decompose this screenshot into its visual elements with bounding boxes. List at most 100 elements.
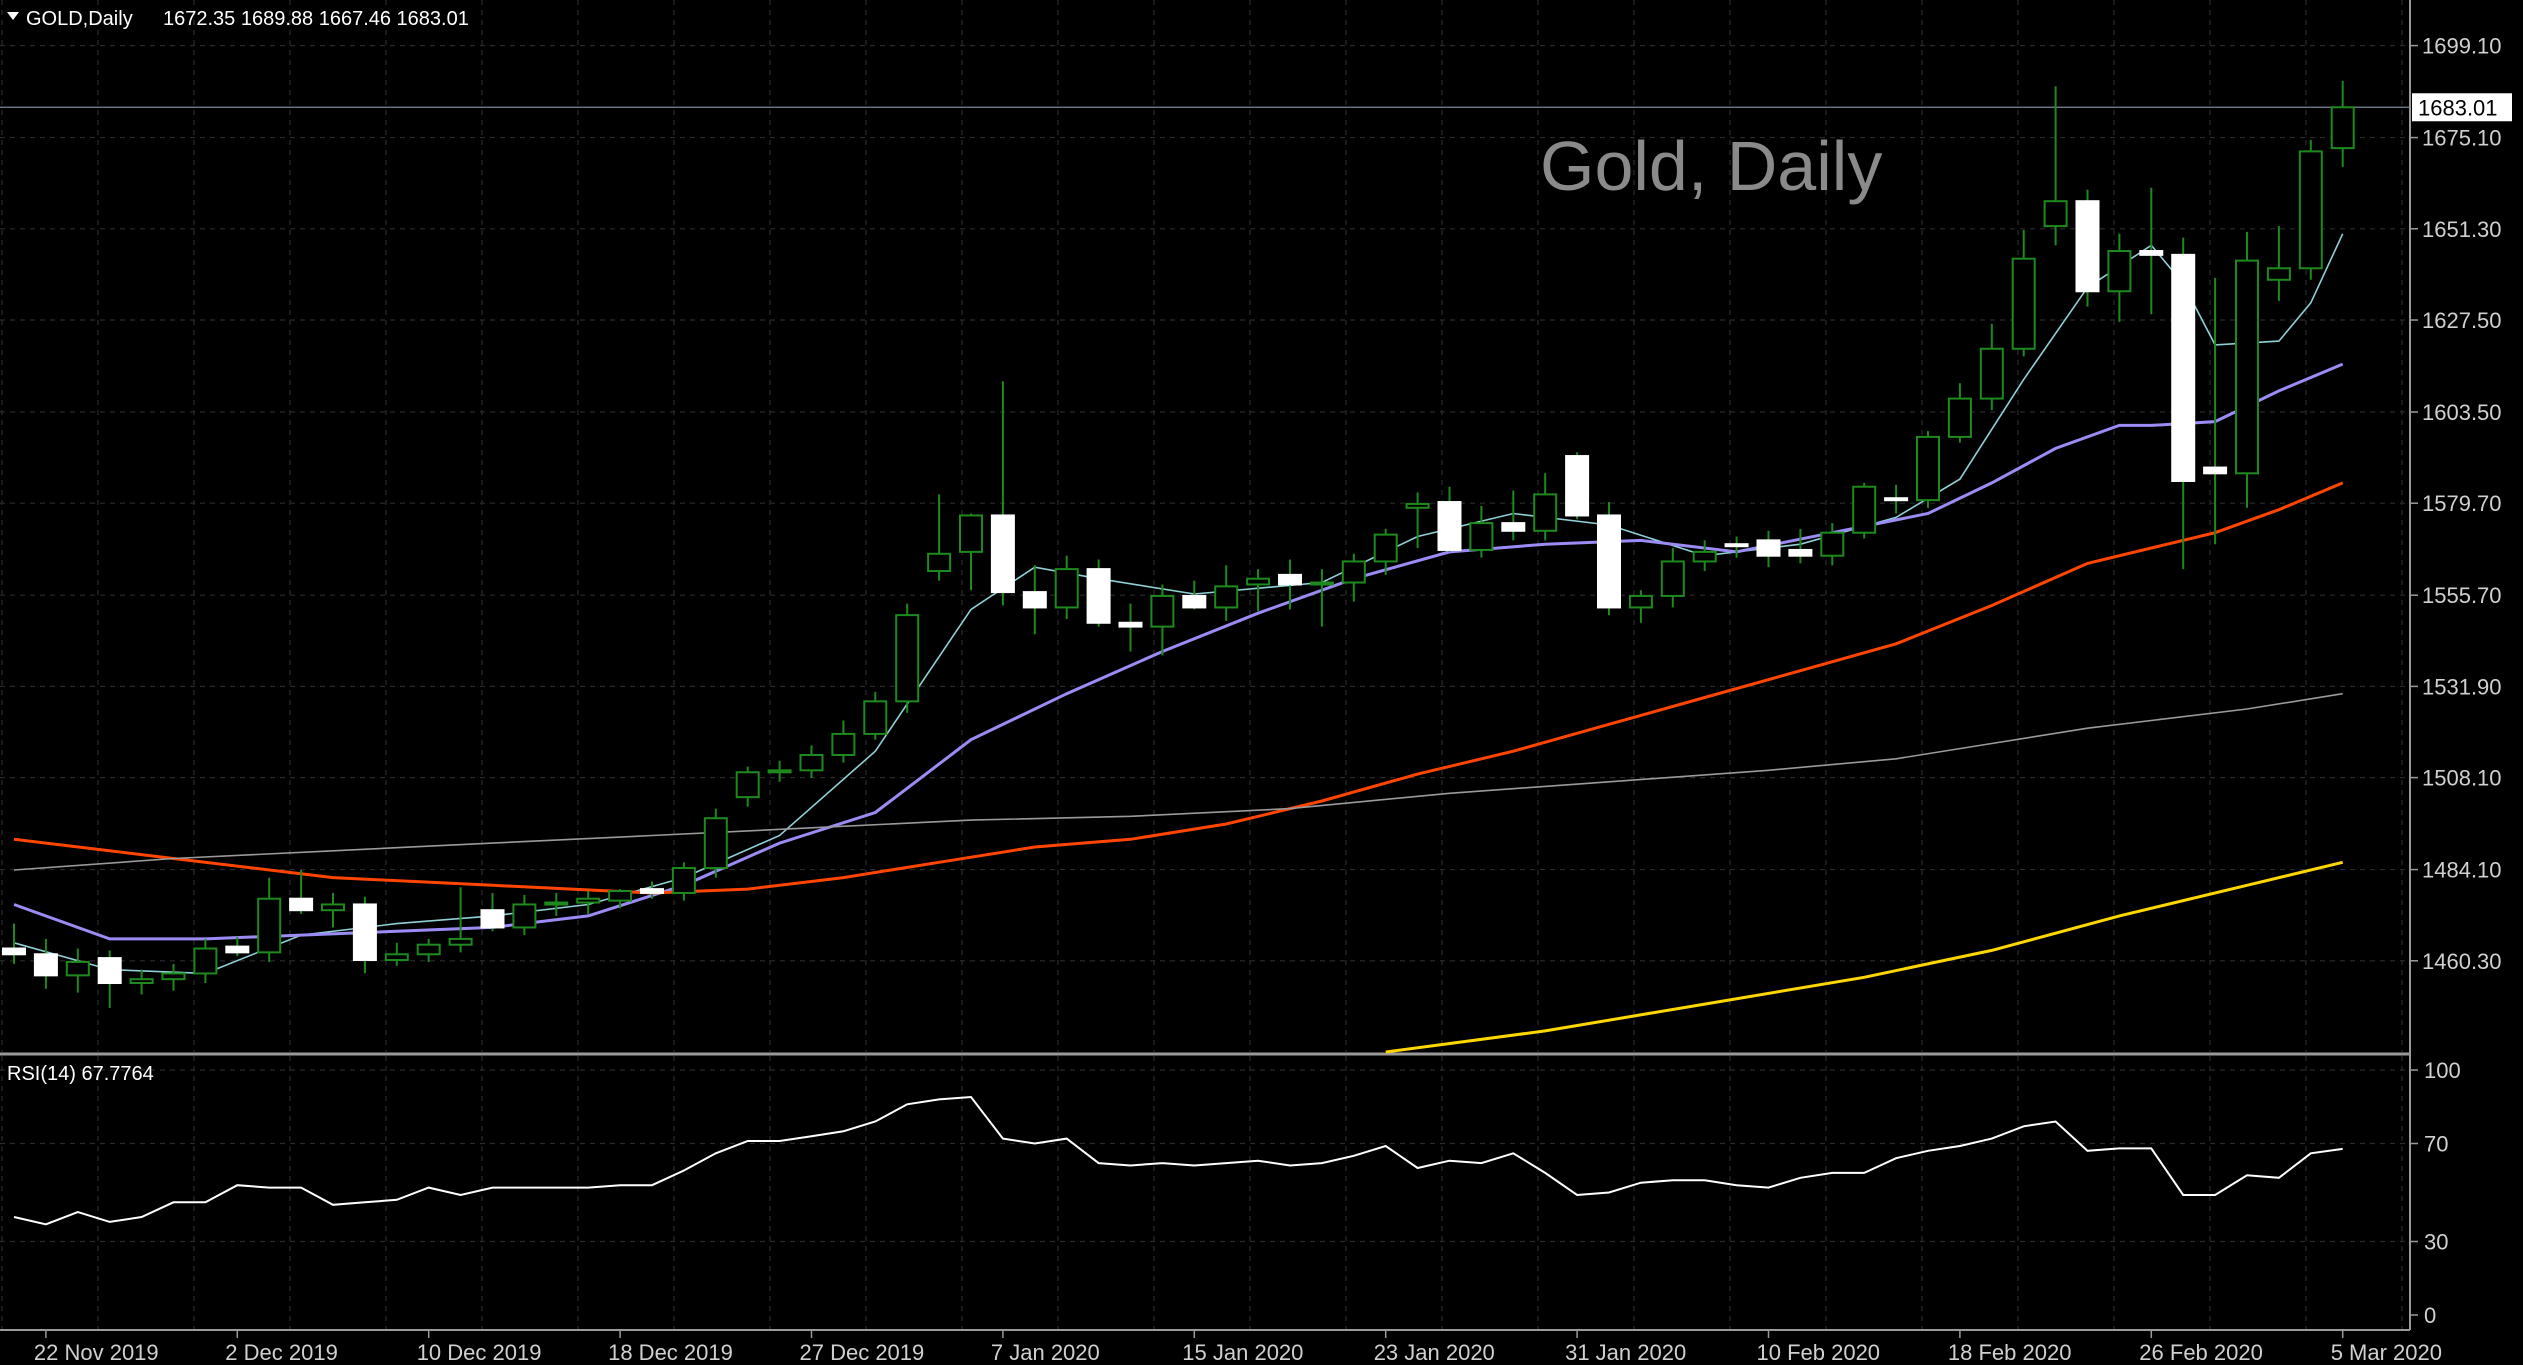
candle: [1916, 431, 1940, 508]
symbol-label[interactable]: GOLD,Daily: [26, 8, 133, 30]
candle: [990, 381, 1015, 606]
candle-body-bull: [1916, 435, 1940, 502]
candle-body-bull: [2011, 257, 2036, 350]
candle: [703, 808, 728, 878]
candle: [1788, 528, 1813, 564]
candle: [1278, 559, 1302, 610]
candle: [1724, 536, 1749, 558]
candle: [2139, 187, 2164, 315]
price-axis-label: 1460.30: [2422, 949, 2502, 974]
candle: [863, 691, 888, 740]
candle-body-bear: [2171, 253, 2196, 482]
candle: [1437, 486, 1462, 552]
candle-body-bull: [1628, 594, 1653, 609]
candle: [1852, 482, 1877, 539]
candle: [33, 938, 58, 989]
candle-body-bull: [1947, 397, 1972, 438]
panel-borders: [0, 0, 2411, 1331]
time-axis-label: 22 Nov 2019: [34, 1340, 159, 1365]
candle-body-bear: [1086, 568, 1111, 624]
time-axis-label: 2 Dec 2019: [225, 1340, 338, 1365]
candle-body-bull: [1660, 560, 1685, 597]
rsi-line: [13, 1095, 2343, 1226]
candle-body-bear: [1437, 501, 1462, 551]
chart-watermark: Gold, Daily: [1540, 127, 1882, 205]
rsi-axis: 100 70 30 0: [2410, 1058, 2461, 1328]
candle: [959, 513, 983, 591]
time-axis-label: 27 Dec 2019: [800, 1340, 925, 1365]
candle-body-bear: [1118, 621, 1143, 628]
price-axis-label: 1627.50: [2422, 308, 2502, 333]
candle-body-bull: [735, 771, 760, 799]
symbol-menu-triangle-icon[interactable]: [7, 12, 19, 20]
time-axis: 22 Nov 2019 2 Dec 2019 10 Dec 2019 18 Dec 2…: [34, 1330, 2442, 1365]
candle-body-bull: [1341, 560, 1366, 584]
candle-body-bull: [1054, 568, 1079, 609]
candle-body-bull: [799, 753, 824, 772]
candle-body-bear: [97, 957, 122, 985]
price-axis-label: 1651.30: [2422, 217, 2502, 242]
candle: [2235, 231, 2259, 508]
candle-body-bull: [161, 972, 186, 981]
candle: [480, 892, 505, 932]
candle: [2171, 237, 2196, 570]
candle: [1533, 473, 1558, 541]
candle: [1947, 383, 1972, 443]
candle-body-bear: [1278, 573, 1302, 586]
candle: [1086, 559, 1111, 627]
candle: [193, 938, 218, 984]
time-axis-label: 5 Mar 2020: [2331, 1340, 2442, 1365]
candle: [671, 862, 696, 901]
candle-body-bear: [640, 888, 664, 894]
price-axis-label: 1603.50: [2422, 400, 2502, 425]
candle-body-bull: [959, 514, 983, 553]
candle: [735, 766, 760, 807]
candle-body-bull: [1852, 485, 1877, 534]
chart-header: GOLD,Daily 1672.35 1689.88 1667.46 1683.…: [7, 8, 469, 30]
candle-body-bull: [1214, 585, 1239, 609]
candle-body-bull: [1246, 577, 1271, 586]
candle-body-bull: [129, 978, 154, 985]
candle: [640, 881, 664, 899]
candle: [512, 894, 537, 936]
candle: [895, 603, 920, 713]
candle: [608, 889, 633, 909]
candle-body-bull: [1533, 493, 1558, 532]
candle: [1054, 555, 1079, 619]
candle: [2107, 233, 2132, 322]
candle-body-bull: [703, 817, 728, 870]
candle: [352, 896, 377, 974]
candle-body-bull: [448, 937, 473, 946]
candle: [1597, 502, 1621, 616]
candle-body-bear: [352, 903, 377, 962]
candle: [1214, 565, 1239, 621]
candle-body-bull: [1405, 502, 1430, 509]
ohlc-readout: 1672.35 1689.88 1667.46 1683.01: [163, 8, 469, 30]
candle: [799, 745, 824, 778]
candle-body-bull: [1692, 550, 1717, 563]
candle-body-bull: [2266, 267, 2291, 281]
current-price-label: 1683.01: [2418, 95, 2498, 120]
candle-body-bull: [416, 943, 441, 956]
candlestick-series: [2, 80, 2355, 1008]
candle: [1022, 565, 1047, 635]
candle-body-bull: [767, 769, 792, 774]
candle-body-bull: [1373, 533, 1398, 563]
candle-body-bull: [895, 614, 920, 703]
moving-average-line-ma_200: [1385, 860, 2344, 1054]
candle: [1979, 323, 2004, 411]
time-axis-label: 26 Feb 2020: [2139, 1340, 2263, 1365]
candle-body-bull: [2330, 106, 2355, 150]
candle: [2330, 80, 2355, 167]
candle: [1405, 492, 1430, 549]
candle: [1884, 484, 1909, 514]
candle-body-bear: [1182, 594, 1207, 609]
candle-body-bull: [927, 552, 952, 573]
candle: [65, 948, 90, 993]
candle-body-bear: [1788, 548, 1813, 557]
candle: [257, 877, 282, 962]
candle: [2, 923, 26, 964]
candle: [1692, 540, 1717, 572]
